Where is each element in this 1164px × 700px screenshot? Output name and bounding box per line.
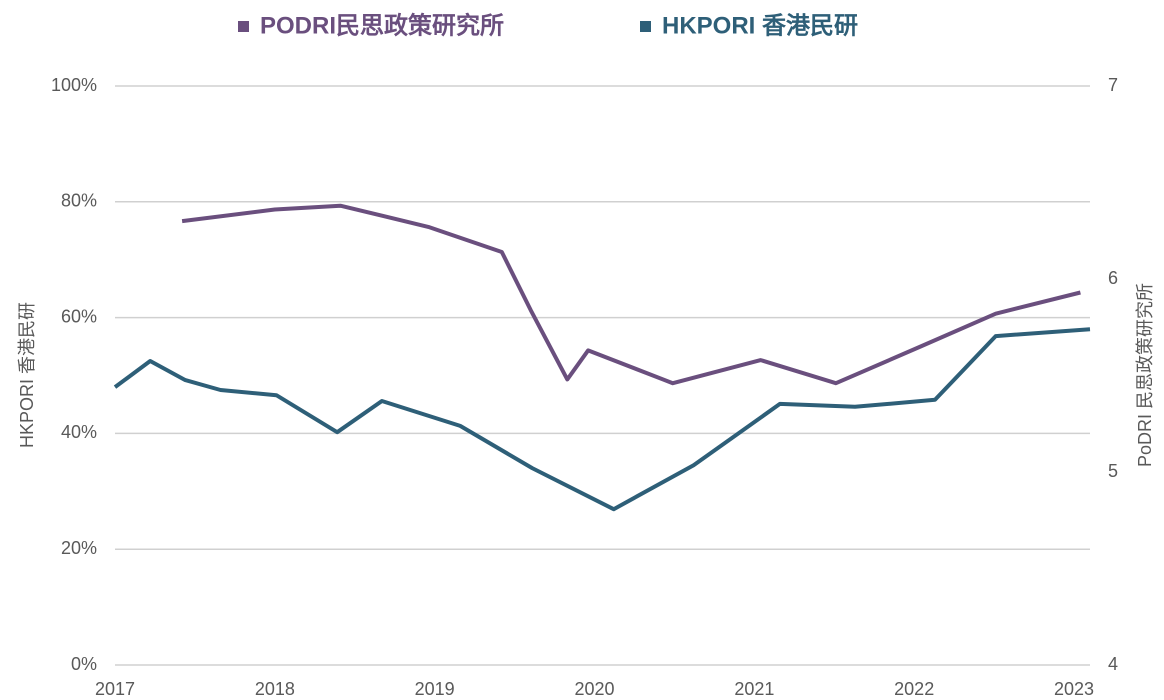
x-tick-label: 2022 (894, 679, 934, 699)
y2-tick-label: 4 (1108, 654, 1118, 674)
series-line (113, 327, 1091, 512)
x-tick-label: 2021 (734, 679, 774, 699)
legend-swatch (238, 21, 249, 32)
legend-swatch (640, 21, 651, 32)
y-tick-label: 0% (71, 654, 97, 674)
y-axis-label: HKPORI 香港民研 (17, 302, 37, 448)
legend-label: PODRI民思政策研究所 (260, 11, 504, 39)
y-tick-label: 40% (61, 422, 97, 442)
y-tick-label: 100% (51, 75, 97, 95)
x-tick-label: 2020 (574, 679, 614, 699)
y2-axis-label: PoDRI 民思政策研究所 (1135, 283, 1155, 467)
x-tick-label: 2019 (415, 679, 455, 699)
x-tick-label: 2017 (95, 679, 135, 699)
y2-tick-label: 6 (1108, 268, 1118, 288)
y-tick-label: 80% (61, 191, 97, 211)
y2-tick-label: 7 (1108, 75, 1118, 95)
y-tick-label: 60% (61, 306, 97, 326)
legend-label: HKPORI 香港民研 (662, 12, 858, 39)
y2-tick-label: 5 (1108, 461, 1118, 481)
x-tick-label: 2023 (1054, 679, 1094, 699)
series-line (181, 203, 1081, 386)
y-tick-label: 20% (61, 538, 97, 558)
x-tick-label: 2018 (255, 679, 295, 699)
